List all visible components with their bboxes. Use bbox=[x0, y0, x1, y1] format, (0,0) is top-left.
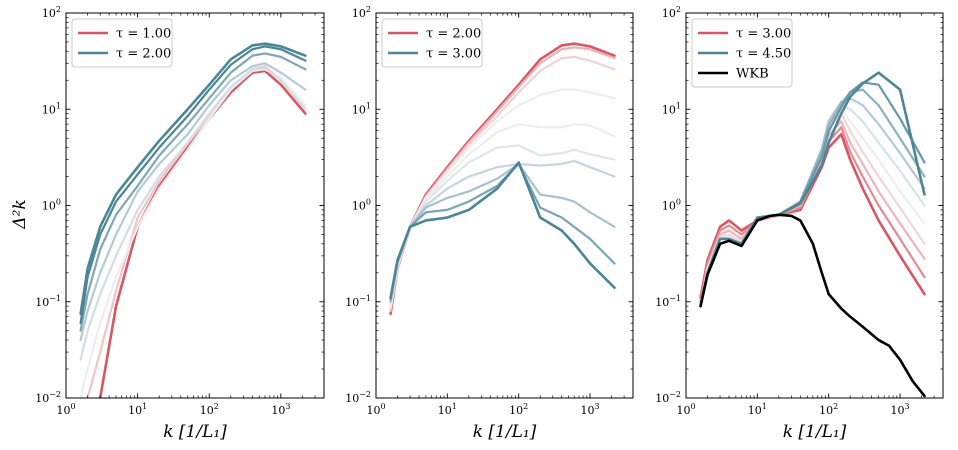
series-line-intermediate-5 bbox=[699, 104, 926, 308]
legend-box bbox=[71, 18, 173, 68]
y-tick-label: 102 bbox=[42, 5, 61, 20]
series-line--1.00 bbox=[98, 69, 307, 398]
series-line-intermediate-2 bbox=[79, 68, 307, 398]
legend-box bbox=[381, 18, 483, 68]
plot-frame bbox=[65, 12, 325, 399]
series-line-intermediate-6 bbox=[79, 45, 307, 325]
legend-label: τ = 2.00 bbox=[116, 47, 171, 62]
series-line-intermediate-2 bbox=[699, 120, 926, 308]
minor-ticks bbox=[376, 13, 634, 398]
legend-box bbox=[691, 18, 793, 88]
legend-label: τ = 2.00 bbox=[426, 27, 481, 42]
x-tick-label: 103 bbox=[580, 402, 599, 417]
y-axis-title: Δ²k bbox=[10, 199, 30, 229]
series-group bbox=[79, 42, 307, 398]
y-tick-label: 10−1 bbox=[345, 294, 371, 309]
x-tick-label: 103 bbox=[890, 402, 909, 417]
legend-label: τ = 1.00 bbox=[116, 27, 171, 42]
x-tick-label: 101 bbox=[128, 402, 147, 417]
legend: τ = 1.00 τ = 2.00 bbox=[71, 18, 173, 68]
y-tick-label: 10−2 bbox=[35, 390, 61, 405]
y-tick-label: 10−2 bbox=[345, 390, 371, 405]
series-line-intermediate-7 bbox=[699, 88, 926, 308]
x-axis-label: k [1/L₁] bbox=[783, 422, 847, 442]
legend-label: τ = 3.00 bbox=[736, 27, 791, 42]
x-tick-label: 103 bbox=[271, 402, 290, 417]
plot-frame bbox=[685, 12, 944, 399]
series-line--3.00 bbox=[699, 132, 926, 300]
y-tick-label: 101 bbox=[662, 101, 681, 116]
series-line-intermediate-5 bbox=[79, 52, 307, 332]
series-line-intermediate-8 bbox=[389, 162, 616, 301]
svg-text:Δ²k: Δ²k bbox=[10, 199, 30, 229]
panel-left: 100 101 102 103 10−2 10−1 100 101 102 k [1/L₁] τ =… bbox=[35, 5, 325, 442]
x-tick-label: 100 bbox=[366, 402, 385, 417]
x-tick-label: 102 bbox=[509, 402, 528, 417]
series-group bbox=[699, 71, 926, 398]
series-group bbox=[389, 42, 616, 316]
x-tick-label: 101 bbox=[438, 402, 457, 417]
series-line--2.00 bbox=[389, 42, 616, 316]
x-tick-label: 100 bbox=[676, 402, 695, 417]
x-axis-label: k [1/L₁] bbox=[473, 422, 537, 442]
x-axis-label: k [1/L₁] bbox=[163, 422, 227, 442]
y-tick-label: 101 bbox=[42, 101, 61, 116]
x-tick-label: 100 bbox=[56, 402, 75, 417]
series-line-intermediate-3 bbox=[79, 66, 307, 361]
series-line-intermediate-4 bbox=[699, 108, 926, 308]
series-line-intermediate-6 bbox=[699, 97, 926, 308]
legend-label: τ = 3.00 bbox=[426, 47, 481, 62]
x-tick-label: 101 bbox=[748, 402, 767, 417]
y-tick-label: 102 bbox=[352, 5, 371, 20]
x-tick-label: 102 bbox=[819, 402, 838, 417]
y-tick-label: 10−1 bbox=[35, 294, 61, 309]
panel-middle: 100 101 102 103 10−2 10−1 100 101 102 k [1/L₁] τ =… bbox=[345, 5, 634, 442]
series-line--4.50 bbox=[699, 71, 926, 308]
legend: τ = 3.00 τ = 4.50 WKB bbox=[691, 18, 793, 88]
x-tick-label: 102 bbox=[200, 402, 219, 417]
plot-frame bbox=[375, 12, 634, 399]
legend-label: WKB bbox=[736, 67, 769, 82]
series-line-intermediate-1 bbox=[699, 126, 926, 303]
y-tick-label: 101 bbox=[352, 101, 371, 116]
minor-ticks bbox=[66, 13, 325, 398]
legend-label: τ = 4.50 bbox=[736, 47, 791, 62]
y-tick-label: 100 bbox=[662, 198, 681, 213]
panel-right: 100 101 102 103 10−2 10−1 100 101 102 k [1/L₁] τ =… bbox=[655, 5, 944, 442]
y-tick-label: 100 bbox=[42, 198, 61, 213]
series-line-WKB bbox=[699, 213, 926, 398]
series-line--3.00 bbox=[389, 161, 616, 300]
y-tick-label: 10−2 bbox=[655, 390, 681, 405]
series-line-intermediate-4 bbox=[79, 62, 307, 342]
legend: τ = 2.00 τ = 3.00 bbox=[381, 18, 483, 68]
series-line-intermediate-5 bbox=[389, 144, 616, 305]
y-tick-label: 10−1 bbox=[655, 294, 681, 309]
y-tick-label: 102 bbox=[662, 5, 681, 20]
y-tick-label: 100 bbox=[352, 198, 371, 213]
series-line--2.00 bbox=[79, 42, 307, 316]
